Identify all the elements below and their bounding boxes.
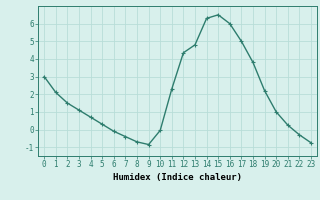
X-axis label: Humidex (Indice chaleur): Humidex (Indice chaleur) [113,173,242,182]
